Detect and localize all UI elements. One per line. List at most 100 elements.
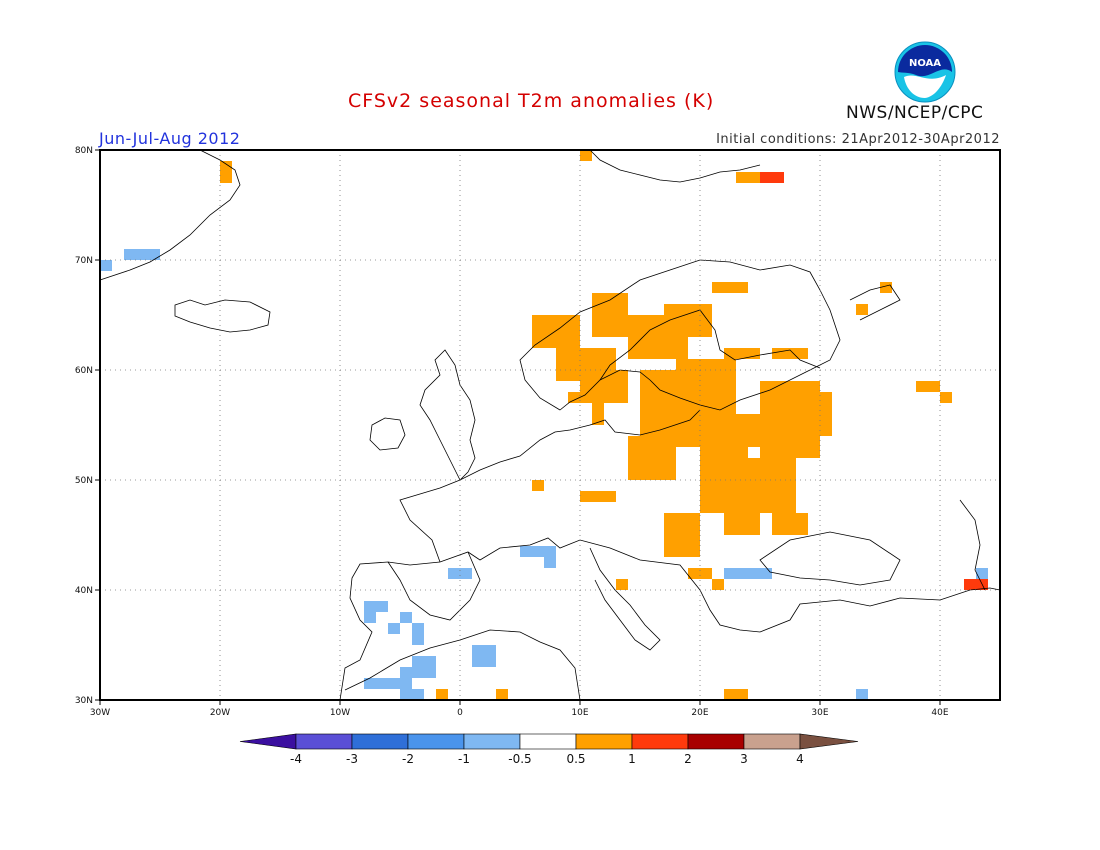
lat-tick-label: 60N [75,366,93,376]
coastline-svalbard [589,149,761,183]
anomaly-cell-warm [604,348,616,359]
anomaly-cells [100,150,988,700]
coastline-britain [419,349,476,481]
anomaly-cell-cool [364,678,412,689]
lat-tick-label: 80N [75,146,93,156]
lon-tick-label: 10W [330,708,350,718]
coastline-caspian [959,499,986,591]
map-frame [99,149,1001,701]
noaa-logo-text: NOAA [909,58,941,69]
colorbar-segment [631,733,689,750]
colorbar-label: -3 [346,752,358,766]
anomaly-cell-warm [664,348,676,359]
coastline-europe [339,537,1001,701]
colorbar: -4 -3 -2 -1 -0.5 0.5 1 2 3 4 [239,733,859,766]
anomaly-cell-warm [712,579,724,590]
anomaly-cell-cool [544,557,556,568]
colorbar-segment [463,733,521,750]
colorbar-label: -2 [402,752,414,766]
lat-tick-label: 30N [75,696,93,706]
anomaly-cell-warm [724,502,760,535]
colorbar-label: 2 [684,752,692,766]
coastline-iceland [174,299,271,333]
colorbar-segment [295,733,353,750]
anomaly-cell-warm [700,436,748,513]
chart-title: CFSv2 seasonal T2m anomalies (K) [348,90,715,112]
anomaly-cell-cool [376,601,388,612]
anomaly-cell-warm [664,304,712,337]
colorbar-label: 3 [740,752,748,766]
anomaly-cell-warm [640,403,652,414]
anomaly-cell-warm [736,172,760,183]
agency-label: NWS/NCEP/CPC [846,103,984,123]
anomaly-cell-warm [940,392,952,403]
colorbar-segment [575,733,633,750]
anomaly-cell-warm [616,315,640,326]
coastline-italy [589,547,661,651]
anomaly-cell-warm [688,568,712,579]
graticule [100,150,1000,700]
lon-tick-label: 20E [691,708,708,718]
lon-tick-label: 30E [811,708,828,718]
anomaly-cell-cool [520,546,556,557]
initial-conditions-label: Initial conditions: 21Apr2012-30Apr2012 [716,132,1000,147]
anomaly-cell-warm [880,282,892,293]
colorbar-segment [687,733,745,750]
anomaly-cell-cool [472,645,496,667]
anomaly-cell-warm [580,491,616,502]
colorbar-segment [519,733,577,750]
colorbar-label: 0.5 [566,752,585,766]
anomaly-cell-cool [400,612,412,623]
noaa-logo: NOAA [894,41,956,103]
coastlines [99,149,1001,701]
anomaly-cell-cool [724,568,772,579]
anomaly-cell-warm [856,304,868,315]
anomaly-cell-warm [496,689,508,700]
coastline-iberia-med [387,551,481,621]
colorbar-segment [351,733,409,750]
lon-tick-label: 0 [457,708,463,718]
map-axes: 80N 70N 60N 50N 40N 30N 30W 20W 10W 0 10E 20E 30E 40E [75,146,949,718]
anomaly-cell-cool [400,667,436,678]
coastline-baltic [599,309,821,381]
colorbar-label: -0.5 [508,752,531,766]
coastline-white-sea [849,284,901,321]
anomaly-cell-warm [724,689,748,700]
anomaly-cell-cool [388,623,400,634]
lon-tick-label: 20W [210,708,230,718]
anomaly-cell-cool [412,656,436,667]
colorbar-label: 4 [796,752,804,766]
anomaly-cell-cool [124,249,160,260]
anomaly-cell-warm [532,480,544,491]
coastline-greenland [99,149,241,281]
anomaly-cell-warm [676,513,700,535]
anomaly-cell-cool [400,689,424,700]
coastline-ireland [369,417,406,451]
coastline-atlantic [399,409,701,563]
season-label: Jun-Jul-Aug 2012 [99,129,241,148]
anomaly-cell-warm [712,282,748,293]
anomaly-cell-cool [100,260,112,271]
anomaly-cell-warm [220,161,232,183]
coastline-north-africa [344,629,581,701]
anomaly-cell-cool [448,568,472,579]
anomaly-cell-cool [364,601,376,623]
coastline-scandinavia [519,259,841,411]
anomaly-cell-warm [628,436,676,480]
anomaly-cell-warm [532,315,580,348]
anomaly-cell-hot [760,172,784,183]
anomaly-cell-cool [412,623,424,645]
lon-tick-label: 40E [931,708,948,718]
anomaly-cell-warm [916,381,940,392]
colorbar-segment [799,733,859,750]
anomaly-cell-warm [568,392,580,403]
lat-tick-label: 50N [75,476,93,486]
anomaly-cell-warm [580,150,592,161]
lon-tick-label: 10E [571,708,588,718]
anomaly-cell-warm [772,513,808,535]
lat-tick-label: 70N [75,256,93,266]
colorbar-label: -1 [458,752,470,766]
lon-tick-label: 30W [90,708,110,718]
anomaly-cell-warm [796,392,832,436]
